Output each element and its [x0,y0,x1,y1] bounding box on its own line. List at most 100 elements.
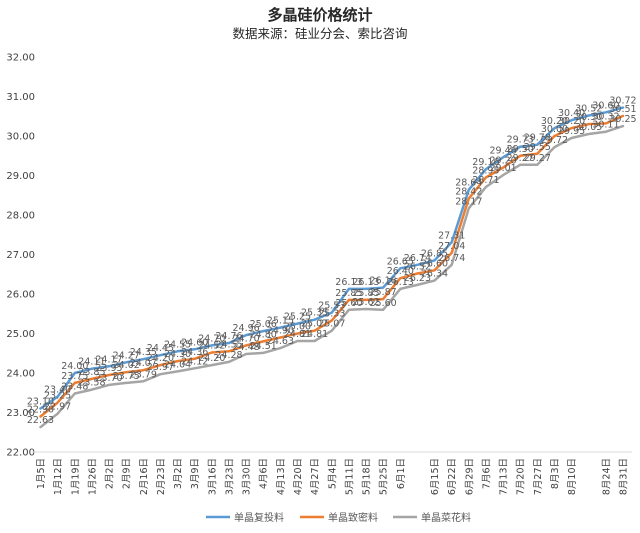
data-label: 24.07 [130,358,157,369]
x-tick-label: 5月11日 [344,458,355,495]
data-label: 29.46 [489,145,516,156]
data-label: 23.10 [27,397,54,408]
y-tick-label: 23.00 [6,408,35,419]
data-label: 24.04 [164,359,191,370]
x-tick-label: 2月2日 [105,458,116,489]
x-tick-label: 6月1日 [396,458,407,489]
y-tick-label: 25.00 [6,329,35,340]
data-label: 29.16 [472,157,499,168]
data-label: 26.13 [387,277,414,288]
data-label: 25.53 [318,301,345,312]
data-label: 29.55 [524,142,551,153]
data-label: 24.12 [181,356,208,367]
data-label: 24.20 [198,353,225,364]
data-label: 23.95 [95,363,122,374]
data-label: 24.30 [164,349,191,360]
x-tick-label: 8月3日 [550,458,561,489]
data-label: 25.33 [318,309,345,320]
data-label: 23.58 [78,378,105,389]
series-line-1 [39,114,625,418]
data-label: 24.96 [232,323,259,334]
x-tick-label: 8月31日 [619,458,630,495]
x-tick-label: 6月22日 [447,458,458,495]
data-label: 28.17 [455,196,482,207]
y-tick-label: 27.00 [6,250,35,261]
data-label: 24.17 [95,354,122,365]
data-label: 30.30 [575,112,602,123]
x-tick-label: 4月6日 [259,458,270,489]
x-tick-label: 1月5日 [36,458,47,489]
data-label: 28.71 [472,175,499,186]
legend-item-zhi-mi-liao[interactable]: 单晶致密料 [300,511,378,524]
data-label: 29.78 [524,133,551,144]
x-tick-label: 4月27日 [310,458,321,495]
data-label: 22.90 [27,405,54,416]
y-tick-label: 28.00 [6,211,35,222]
legend-item-fu-tou-liao[interactable]: 单晶复投料 [206,511,284,524]
legend: 单晶复投料 单晶致密料 单晶菜花料 [206,511,471,524]
x-tick-label: 3月16日 [207,458,218,495]
data-label: 29.27 [507,153,534,164]
data-label: 24.60 [181,337,208,348]
data-label: 25.85 [352,288,379,299]
data-label: 30.11 [592,120,619,131]
legend-label: 单晶致密料 [328,511,378,524]
data-label: 24.11 [78,357,105,368]
y-tick-label: 30.00 [6,132,35,143]
data-label: 23.85 [78,367,105,378]
data-label: 26.13 [352,277,379,288]
x-tick-label: 5月18日 [362,458,373,495]
x-axis: 1月5日 1月12日 1月19日 1月26日 2月2日 2月9日 2月16日 2月23日 3月2… [36,458,630,495]
data-label: 24.52 [198,341,225,352]
data-label: 26.40 [387,266,414,277]
series-line-2 [39,124,625,429]
chart-title: 多晶硅价格统计 [267,6,372,24]
x-tick-label: 2月16日 [139,458,150,495]
data-label: 24.80 [250,329,277,340]
data-label: 26.65 [387,256,414,267]
data-label: 25.85 [335,288,362,299]
x-tick-label: 7月27日 [533,458,544,495]
data-label: 24.36 [181,347,208,358]
data-label: 30.00 [541,124,568,135]
data-label: 24.00 [61,361,88,372]
data-label: 30.72 [609,96,636,107]
data-label: 24.02 [113,360,140,371]
x-tick-label: 2月23日 [156,458,167,495]
data-label: 23.70 [95,373,122,384]
data-label: 24.81 [284,329,311,340]
data-label: 23.79 [130,369,157,380]
data-label: 29.95 [558,126,585,137]
chart-subtitle: 数据来源：硅业分会、索比咨询 [232,26,407,41]
x-tick-label: 3月9日 [190,458,201,489]
data-label: 29.01 [489,163,516,174]
y-axis: 32.00 31.00 30.00 29.00 28.00 27.00 26.00 25.00… [6,53,35,459]
data-label: 29.50 [507,144,534,155]
data-label: 25.62 [352,297,379,308]
x-tick-label: 1月26日 [87,458,98,495]
x-tick-label: 3月2日 [173,458,184,489]
data-label: 26.34 [421,269,448,280]
series-line-0 [39,106,625,410]
data-label: 30.20 [541,116,568,127]
x-tick-label: 7月6日 [481,458,492,489]
data-label: 25.07 [318,319,345,330]
data-label: 24.35 [130,347,157,358]
data-label: 30.32 [592,111,619,122]
legend-item-cai-hua-liao[interactable]: 单晶菜花料 [393,511,471,524]
data-label: 24.51 [250,341,277,352]
data-label: 25.25 [284,312,311,323]
data-label: 23.40 [44,385,71,396]
x-tick-label: 8月24日 [601,458,612,495]
data-label: 30.52 [575,104,602,115]
data-label: 26.16 [369,276,396,287]
data-label: 29.73 [507,135,534,146]
data-label: 24.28 [215,350,242,361]
data-label: 26.85 [421,248,448,259]
x-tick-label: 6月15日 [430,458,441,495]
y-tick-label: 24.00 [6,369,35,380]
data-label: 29.27 [524,153,551,164]
data-label: 25.87 [369,287,396,298]
